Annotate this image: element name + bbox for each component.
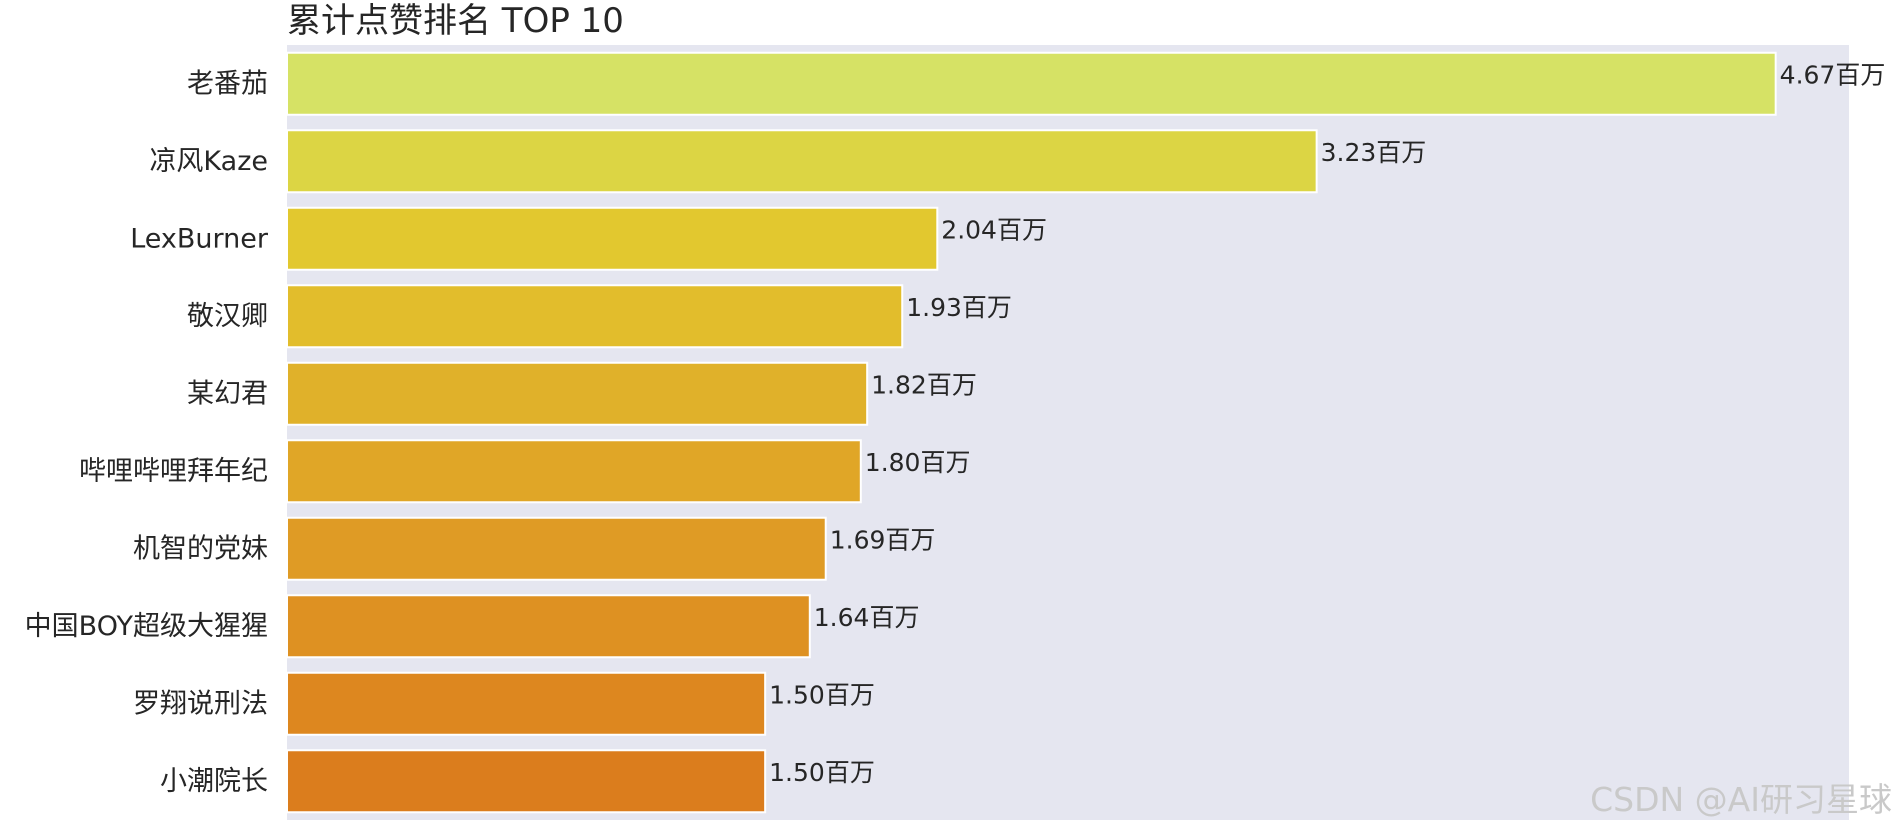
bar <box>286 594 811 659</box>
category-label: 老番茄 <box>187 68 268 99</box>
bar <box>286 671 767 736</box>
bar <box>286 749 767 814</box>
bar <box>286 361 869 426</box>
value-label: 3.23百万 <box>1321 138 1427 167</box>
category-label: 敬汉卿 <box>187 301 268 332</box>
value-label: 1.50百万 <box>769 680 875 709</box>
category-label: LexBurner <box>130 223 269 254</box>
value-label: 1.64百万 <box>814 603 920 632</box>
value-label: 4.67百万 <box>1780 60 1886 89</box>
category-label: 小潮院长 <box>160 766 268 797</box>
value-label: 2.04百万 <box>941 215 1047 244</box>
value-label: 1.80百万 <box>865 448 971 477</box>
value-label: 1.82百万 <box>871 370 977 399</box>
value-label: 1.93百万 <box>906 293 1012 322</box>
watermark: CSDN @AI研习星球 <box>1590 780 1892 819</box>
value-label: 1.50百万 <box>769 758 875 787</box>
bar <box>286 51 1777 116</box>
category-label: 哔哩哔哩拜年纪 <box>79 456 268 487</box>
category-label: 凉风Kaze <box>149 146 268 177</box>
bar <box>286 206 939 271</box>
bar <box>286 439 862 504</box>
category-label: 罗翔说刑法 <box>133 688 268 719</box>
bar <box>286 284 904 349</box>
category-label: 中国BOY超级大猩猩 <box>25 611 268 642</box>
chart-title: 累计点赞排名 TOP 10 <box>287 1 624 41</box>
bar <box>286 516 827 581</box>
category-label: 某幻君 <box>187 378 268 409</box>
category-label: 机智的党妹 <box>133 533 268 564</box>
bar <box>286 129 1318 194</box>
value-label: 1.69百万 <box>830 525 936 554</box>
